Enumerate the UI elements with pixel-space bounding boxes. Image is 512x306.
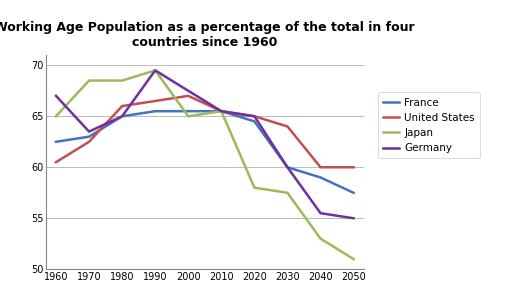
France (185, 109, 191, 113)
Line: United States: United States (56, 96, 354, 167)
Line: France: France (56, 111, 354, 193)
Germany (251, 114, 258, 118)
Legend: France, United States, Japan, Germany: France, United States, Japan, Germany (378, 92, 480, 159)
France (251, 120, 258, 123)
France (152, 109, 158, 113)
Japan (351, 257, 357, 261)
Germany (218, 109, 224, 113)
United States (53, 160, 59, 164)
Japan (53, 114, 59, 118)
United States (152, 99, 158, 103)
Germany (317, 211, 324, 215)
Germany (152, 69, 158, 72)
United States (119, 104, 125, 108)
Japan (86, 79, 92, 82)
France (218, 109, 224, 113)
France (351, 191, 357, 195)
Japan (251, 186, 258, 189)
Japan (218, 109, 224, 113)
United States (251, 114, 258, 118)
Germany (351, 216, 357, 220)
Germany (86, 130, 92, 133)
Line: Japan: Japan (56, 70, 354, 259)
Line: Germany: Germany (56, 70, 354, 218)
France (119, 114, 125, 118)
Japan (185, 114, 191, 118)
United States (317, 166, 324, 169)
Germany (284, 166, 290, 169)
Japan (317, 237, 324, 241)
United States (86, 140, 92, 144)
France (284, 166, 290, 169)
Japan (284, 191, 290, 195)
Germany (53, 94, 59, 98)
United States (284, 125, 290, 128)
France (86, 135, 92, 139)
Germany (119, 114, 125, 118)
United States (218, 109, 224, 113)
United States (185, 94, 191, 98)
United States (351, 166, 357, 169)
Text: Working Age Population as a percentage of the total in four
countries since 1960: Working Age Population as a percentage o… (0, 21, 415, 50)
France (317, 176, 324, 179)
Japan (119, 79, 125, 82)
Japan (152, 69, 158, 72)
Germany (185, 89, 191, 93)
France (53, 140, 59, 144)
